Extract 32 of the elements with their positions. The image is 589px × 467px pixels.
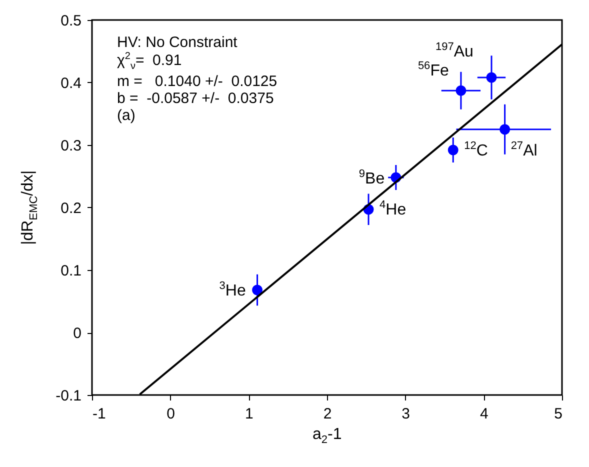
- annotation: χ$^{2}$$_{ν}$= 0.91: [117, 51, 182, 72]
- annotation: m = 0.1040 +/- 0.0125: [117, 72, 278, 90]
- x-tick-label: 0: [166, 406, 176, 422]
- x-tick-label: 4: [480, 406, 488, 422]
- annotation: $^{3}$He: [219, 280, 246, 300]
- y-tick-label: 0: [73, 325, 82, 342]
- y-tick-label: 0.4: [60, 75, 82, 92]
- x-tick-label: -1: [92, 406, 106, 422]
- annotation: b = -0.0587 +/- 0.0375: [117, 90, 274, 107]
- x-tick-label: 2: [323, 406, 332, 422]
- point: [252, 284, 263, 296]
- y-tick-label: 0.3: [60, 138, 82, 154]
- y-tick-label: 0.5: [60, 12, 82, 30]
- annotation: $^{4}$He: [380, 199, 406, 219]
- x-tick-label: 3: [402, 406, 410, 422]
- x-tick-label: 1: [244, 406, 254, 422]
- y-tick-label: -0.1: [56, 388, 82, 404]
- annotation: $^{197}$Au: [436, 40, 474, 60]
- point: [456, 85, 466, 96]
- point: [500, 124, 510, 135]
- x-axis-title: a$_{2}$-1: [312, 426, 342, 446]
- annotation: (a): [117, 107, 136, 124]
- annotation: $^{27}$Al: [510, 140, 538, 160]
- y-tick-label: 0.2: [60, 200, 82, 217]
- point: [448, 144, 458, 156]
- annotation: $^{9}$Be: [358, 168, 385, 187]
- y-tick-label: 0.1: [60, 262, 82, 280]
- point: [486, 72, 497, 83]
- annotation: $^{56}$Fe: [418, 60, 449, 79]
- annotation: HV: No Constraint: [117, 34, 238, 51]
- annotation: $^{12}$C: [464, 140, 488, 160]
- x-tick-label: 5: [554, 406, 562, 422]
